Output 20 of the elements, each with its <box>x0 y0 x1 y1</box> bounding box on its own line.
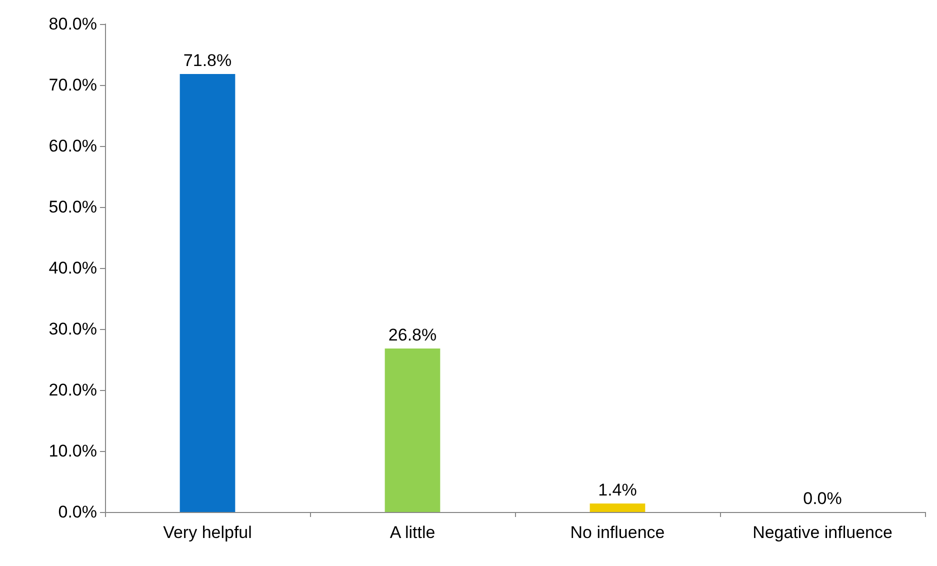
bar <box>180 74 236 512</box>
y-tick-label: 60.0% <box>48 136 97 156</box>
bar <box>590 503 646 512</box>
y-tick-label: 50.0% <box>48 198 97 216</box>
y-tick-label: 20.0% <box>48 380 97 400</box>
data-label: 26.8% <box>388 326 437 345</box>
x-tick-label: Negative influence <box>752 523 892 542</box>
y-tick-label: 40.0% <box>48 258 97 278</box>
x-tick-label: Very helpful <box>163 523 252 542</box>
y-tick-label: 0.0% <box>58 502 97 522</box>
y-tick-label: 70.0% <box>48 76 97 94</box>
data-label: 1.4% <box>598 480 637 500</box>
bar <box>384 348 440 512</box>
data-label: 71.8% <box>183 51 232 70</box>
y-tick-label: 80.0% <box>48 14 97 34</box>
y-tick-label: 30.0% <box>48 320 97 338</box>
data-label: 0.0% <box>803 489 842 508</box>
x-tick-label: No influence <box>570 523 665 542</box>
x-tick-label: A little <box>390 523 436 542</box>
y-tick-label: 10.0% <box>48 442 97 460</box>
